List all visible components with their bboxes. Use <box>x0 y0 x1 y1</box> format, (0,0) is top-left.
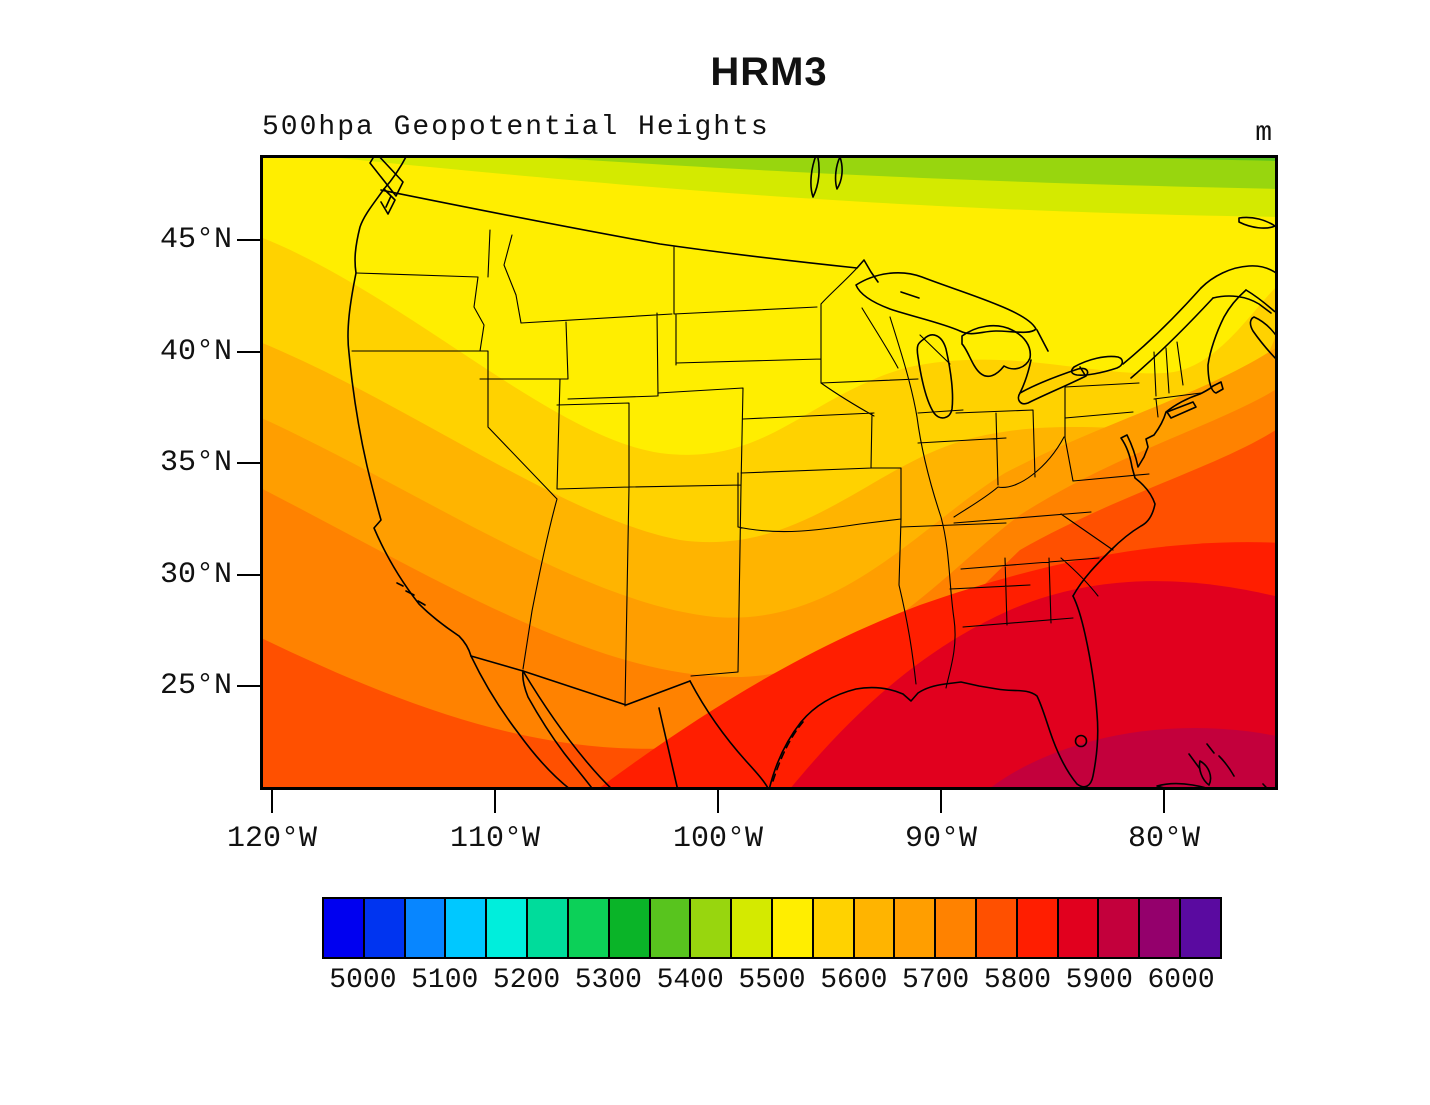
atlantic-coastline <box>1072 289 1247 597</box>
isle-royale <box>900 291 920 299</box>
channel-islands <box>396 582 426 606</box>
state-border-lines <box>351 229 1202 707</box>
baja-california <box>470 655 595 790</box>
colorbar-cell <box>1181 899 1220 957</box>
lat-tick-mark <box>237 462 260 464</box>
map-canvas <box>260 155 1278 790</box>
lon-tick-label: 120°W <box>226 822 317 856</box>
colorbar-cell <box>405 899 447 957</box>
colorbar-cell <box>487 899 529 957</box>
colorbar-tick-label: 5300 <box>574 965 642 996</box>
lat-tick-mark <box>237 573 260 576</box>
anticosti-island <box>1238 216 1276 229</box>
contour-bands <box>260 155 1278 790</box>
pacific-coastline <box>347 155 472 657</box>
st-lawrence-south-shore <box>1212 295 1272 314</box>
page-title: HRM3 <box>710 50 828 94</box>
gulf-coastline <box>768 595 1099 790</box>
colorbar-cell <box>1017 899 1059 957</box>
lon-tick-label: 90°W <box>904 822 977 856</box>
lat-tick-label: 40°N <box>159 334 232 369</box>
lon-tick-mark <box>1163 790 1165 813</box>
units-label: m <box>1255 118 1272 149</box>
us-canada-border <box>380 189 879 283</box>
lat-tick-label: 45°N <box>159 223 232 257</box>
long-island <box>1166 401 1197 419</box>
colorbar-tick-label: 5500 <box>738 965 806 996</box>
bahamas-islands <box>1188 743 1270 790</box>
lat-tick-label: 30°N <box>159 557 232 592</box>
colorbar-cell <box>1099 899 1141 957</box>
lat-tick-mark <box>237 239 260 241</box>
colorbar-tick-label: 5700 <box>902 965 970 996</box>
colorbar-tick-label: 5200 <box>492 965 561 996</box>
colorbar-cell <box>772 899 814 957</box>
colorbar-cell <box>1140 899 1182 957</box>
lat-tick-mark <box>237 685 260 687</box>
colorbar <box>322 897 1222 959</box>
plot-subtitle: 500hpa Geopotential Heights <box>262 112 770 143</box>
lake-huron <box>961 324 1032 378</box>
lon-tick-label: 100°W <box>672 822 763 856</box>
colorbar-cell <box>650 899 692 957</box>
colorbar-cell <box>977 899 1018 957</box>
colorbar-cell <box>936 899 977 957</box>
puget-sound <box>380 188 396 215</box>
canadian-lakes <box>810 155 843 198</box>
colorbar-cell <box>691 899 733 957</box>
lake-ontario <box>1070 355 1124 376</box>
lake-okeechobee <box>1074 734 1088 748</box>
lat-tick-label: 35°N <box>159 446 232 480</box>
map-border <box>260 155 1278 790</box>
colorbar-tick-label: 5100 <box>411 965 479 996</box>
lon-tick-mark <box>717 790 719 813</box>
new-brunswick-coast <box>1245 289 1278 315</box>
texas-barrier-islands <box>772 721 804 782</box>
lat-tick-mark <box>237 350 260 353</box>
colorbar-cell <box>895 899 937 957</box>
colorbar-tick-label: 5400 <box>656 965 724 996</box>
colorbar-cell <box>854 899 896 957</box>
colorbar-cell <box>732 899 773 957</box>
lon-tick-label: 80°W <box>1127 822 1200 856</box>
lake-superior <box>855 272 1037 335</box>
lon-tick-label: 110°W <box>449 822 540 856</box>
gulf-of-california-coast <box>522 670 615 790</box>
colorbar-cell <box>609 899 651 957</box>
colorbar-cell <box>324 899 365 957</box>
lon-tick-mark <box>494 790 496 813</box>
rio-grande <box>689 680 770 790</box>
colorbar-cell <box>813 899 855 957</box>
colorbar-cell <box>1058 899 1100 957</box>
lat-tick-label: 25°N <box>159 669 232 703</box>
vancouver-island <box>369 155 404 197</box>
colorbar-cell <box>528 899 569 957</box>
st-lawrence-river <box>1122 287 1214 379</box>
colorbar-tick-label: 5000 <box>329 965 397 996</box>
colorbar-cell <box>568 899 610 957</box>
colorbar-tick-label: 6000 <box>1147 965 1215 996</box>
lake-erie <box>1017 367 1089 405</box>
state-borders <box>351 229 1202 707</box>
colorbar-cell <box>364 899 406 957</box>
colorbar-cell <box>446 899 488 957</box>
nova-scotia <box>1249 316 1278 363</box>
gaspe-peninsula <box>1200 265 1278 289</box>
lake-michigan <box>916 334 954 419</box>
us-mexico-border <box>470 655 691 706</box>
cuba-coast <box>1156 782 1216 790</box>
soo-st-clair-niagara <box>1019 329 1086 394</box>
colorbar-tick-label: 5800 <box>983 965 1052 996</box>
colorbar-tick-label: 5600 <box>820 965 888 996</box>
colorbar-tick-label: 5900 <box>1065 965 1133 996</box>
contour-map <box>260 155 1278 790</box>
band-5900-max-dome <box>987 728 1278 790</box>
lon-tick-mark <box>271 790 273 813</box>
lon-tick-mark <box>940 790 942 813</box>
